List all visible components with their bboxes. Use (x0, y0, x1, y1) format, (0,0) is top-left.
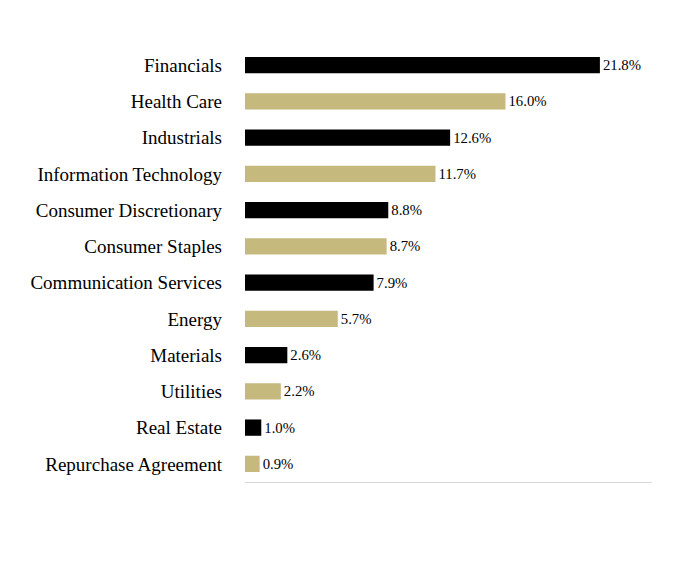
svg-text:2.6%: 2.6% (290, 347, 321, 363)
svg-text:Information Technology: Information Technology (37, 164, 222, 185)
svg-text:7.9%: 7.9% (377, 275, 408, 291)
svg-text:21.8%: 21.8% (603, 57, 641, 73)
svg-text:16.0%: 16.0% (508, 93, 546, 109)
svg-text:8.7%: 8.7% (390, 238, 421, 254)
svg-text:Real Estate: Real Estate (136, 417, 222, 438)
svg-text:Consumer Staples: Consumer Staples (84, 236, 222, 257)
svg-text:2.2%: 2.2% (284, 383, 315, 399)
svg-text:12.6%: 12.6% (453, 130, 491, 146)
svg-text:5.7%: 5.7% (341, 311, 372, 327)
svg-text:1.0%: 1.0% (264, 420, 295, 436)
svg-text:Consumer Discretionary: Consumer Discretionary (36, 200, 223, 221)
svg-text:Industrials: Industrials (142, 127, 222, 148)
svg-text:11.7%: 11.7% (438, 166, 476, 182)
svg-text:Materials: Materials (150, 345, 222, 366)
svg-text:Utilities: Utilities (161, 381, 222, 402)
svg-text:0.9%: 0.9% (263, 456, 294, 472)
svg-text:Communication Services: Communication Services (30, 272, 222, 293)
svg-text:8.8%: 8.8% (391, 202, 422, 218)
svg-text:Energy: Energy (167, 309, 222, 330)
svg-text:Repurchase Agreement: Repurchase Agreement (45, 454, 222, 475)
svg-text:Health Care: Health Care (131, 91, 222, 112)
svg-text:Financials: Financials (144, 55, 222, 76)
